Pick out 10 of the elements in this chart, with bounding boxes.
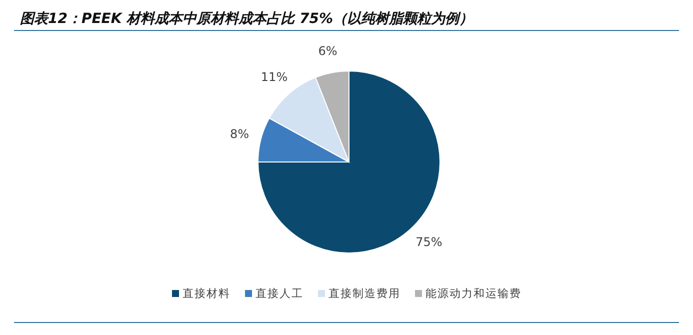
pie-slice — [258, 70, 440, 254]
legend-label: 直接制造费用 — [328, 286, 400, 301]
chart-title: 图表12：PEEK 材料成本中原材料成本占比 75%（以纯树脂颗粒为例） — [19, 10, 474, 29]
data-label: 75% — [416, 234, 442, 249]
data-label: 8% — [230, 126, 250, 141]
legend-label: 直接材料 — [182, 286, 230, 301]
legend-label: 能源动力和运输费 — [426, 286, 522, 301]
data-label: 11% — [260, 70, 288, 84]
legend-label: 直接人工 — [256, 286, 304, 301]
data-label: 6% — [318, 44, 338, 58]
